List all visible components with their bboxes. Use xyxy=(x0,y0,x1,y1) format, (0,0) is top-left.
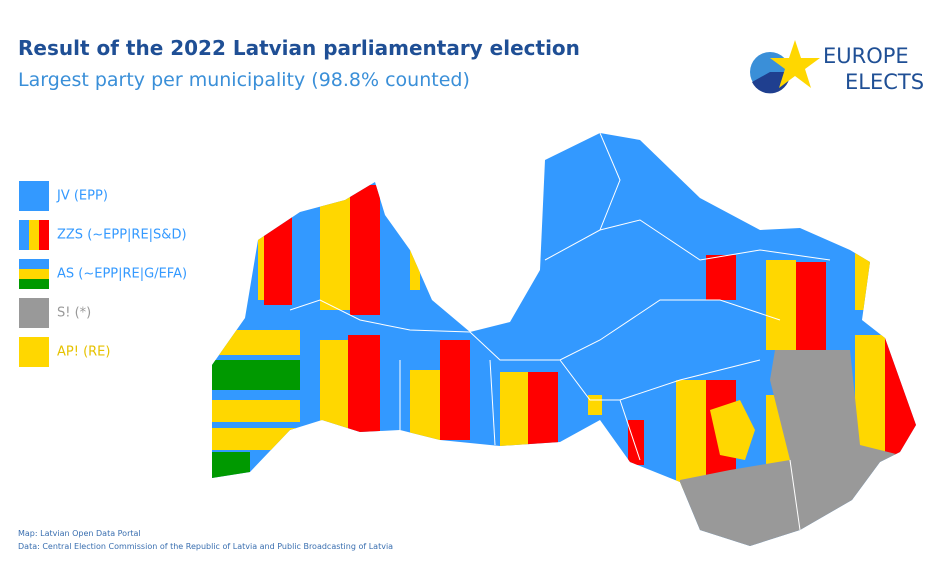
legend-label: ZZS (~EPP|RE|S&D) xyxy=(57,228,187,243)
subtitle: Largest party per municipality (98.8% co… xyxy=(18,69,470,91)
region-stripe xyxy=(855,335,885,455)
region-stripe xyxy=(440,340,470,440)
legend-swatch xyxy=(19,259,49,269)
region-stripe xyxy=(710,400,755,460)
logo: EUROPE ELECTS xyxy=(750,40,924,94)
logo-slice xyxy=(752,72,791,94)
region-stripe xyxy=(258,220,264,300)
legend-swatch xyxy=(39,220,49,250)
region-stripe xyxy=(528,372,558,447)
region-stripe xyxy=(500,372,528,447)
region-stripe xyxy=(410,370,440,440)
logo-text: ELECTS xyxy=(845,70,924,94)
legend-label: AS (~EPP|RE|G/EFA) xyxy=(57,267,187,282)
region-stripe xyxy=(706,255,736,300)
region-stripe xyxy=(628,420,644,465)
region-stripe xyxy=(212,360,300,390)
region-stripe xyxy=(320,190,350,310)
source-text: Map: Latvian Open Data Portal xyxy=(18,529,141,538)
title: Result of the 2022 Latvian parliamentary… xyxy=(18,36,580,60)
region-stripe xyxy=(350,185,380,315)
legend-label: S! (*) xyxy=(57,306,91,321)
region-stripe xyxy=(320,340,348,430)
legend-swatch xyxy=(19,337,49,367)
legend-swatch xyxy=(29,220,39,250)
borders xyxy=(289,133,831,531)
legend-swatch xyxy=(19,298,49,328)
region-stripe xyxy=(796,262,826,352)
legend-label: AP! (RE) xyxy=(57,345,110,360)
region-stripe xyxy=(348,335,380,435)
region-stripe xyxy=(676,380,706,490)
source-text: Data: Central Election Commission of the… xyxy=(18,542,393,551)
legend-label: JV (EPP) xyxy=(56,189,108,204)
region-si xyxy=(680,350,900,546)
region-stripe xyxy=(766,260,796,350)
legend-swatch xyxy=(19,279,49,289)
region-stripe xyxy=(212,400,300,422)
legend-swatch xyxy=(19,269,49,279)
logo-star xyxy=(770,40,820,88)
region-stripe xyxy=(410,250,420,290)
legend-swatch xyxy=(19,181,49,211)
legend-swatch xyxy=(19,220,29,250)
logo-text: EUROPE xyxy=(823,44,909,68)
